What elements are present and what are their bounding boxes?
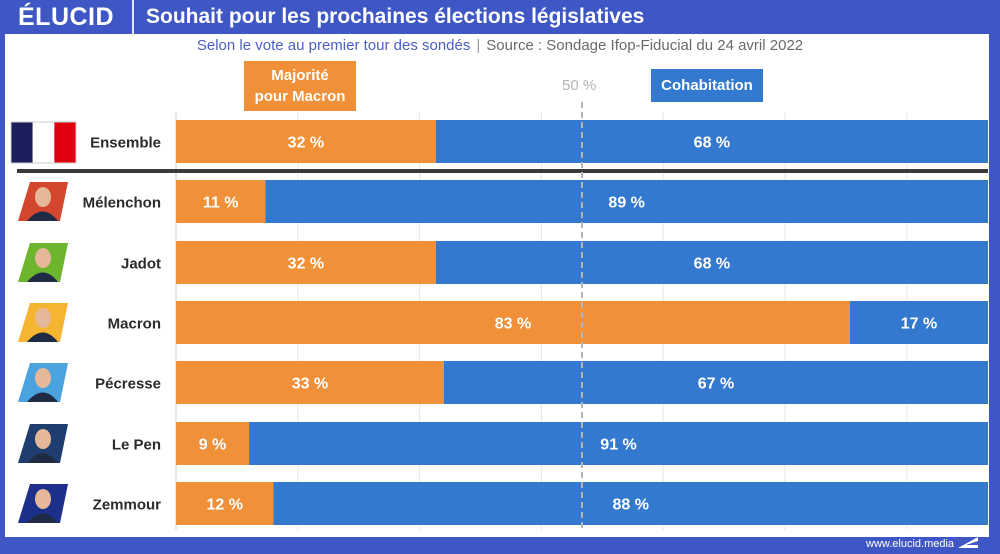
flag-white-stripe — [32, 122, 55, 163]
bar-value-label: 88 % — [612, 497, 648, 514]
portrait-face — [35, 308, 51, 328]
portrait-suit — [27, 332, 58, 342]
category-label: Pécresse — [95, 376, 161, 393]
bar-cohabitation — [265, 180, 988, 223]
bar-value-label: 32 % — [288, 135, 324, 152]
bar-value-label: 9 % — [199, 437, 227, 454]
bar-majorite — [176, 241, 436, 284]
bar-value-label: 17 % — [901, 316, 937, 333]
category-label: Jadot — [121, 256, 161, 273]
portrait-face — [35, 489, 51, 509]
flag-blue-stripe — [11, 122, 33, 163]
portrait-face — [35, 248, 51, 268]
bar-majorite — [176, 301, 850, 344]
bar-cohabitation — [435, 120, 989, 163]
legend-majorite-line1: Majorité — [271, 67, 329, 84]
portrait-suit — [27, 272, 58, 282]
page-title: Souhait pour les prochaines élections lé… — [146, 5, 645, 28]
portrait-suit — [27, 513, 58, 523]
subtitle-scope: Selon le vote au premier tour des sondés — [196, 37, 471, 54]
bar-value-label: 12 % — [206, 497, 242, 514]
bar-cohabitation — [273, 482, 988, 525]
legend-cohabitation: Cohabitation — [651, 69, 763, 102]
bar-majorite — [176, 120, 436, 163]
bar-majorite — [176, 422, 250, 465]
ensemble-divider — [17, 169, 988, 173]
midline-label: 50 % — [562, 77, 597, 94]
bar-cohabitation — [443, 361, 989, 404]
category-label: Zemmour — [93, 497, 162, 514]
portrait-face — [35, 187, 51, 207]
bar-cohabitation — [435, 241, 989, 284]
footer-url[interactable]: www.elucid.media — [866, 538, 955, 550]
flag-red-stripe — [54, 122, 76, 163]
category-label: Le Pen — [112, 437, 161, 454]
category-label: Macron — [108, 316, 161, 333]
bar-value-label: 68 % — [694, 256, 730, 273]
french-flag-icon — [10, 121, 77, 164]
legend-majorite-macron: Majorité pour Macron — [244, 61, 356, 111]
bar-majorite — [176, 361, 444, 404]
bar-value-label: 32 % — [288, 256, 324, 273]
bar-majorite — [176, 180, 266, 223]
bar-value-label: 68 % — [694, 135, 730, 152]
category-label: Mélenchon — [83, 195, 161, 212]
bar-value-label: 83 % — [495, 316, 531, 333]
bar-cohabitation — [249, 422, 988, 465]
portrait-suit — [27, 211, 58, 221]
subtitle: Selon le vote au premier tour des sondés… — [0, 37, 1000, 54]
portrait-face — [35, 429, 51, 449]
portrait-suit — [27, 392, 58, 402]
portrait-face — [35, 368, 51, 388]
bar-cohabitation — [849, 301, 988, 344]
bar-value-label: 33 % — [292, 376, 328, 393]
bar-value-label: 91 % — [600, 437, 636, 454]
legend-majorite-line2: pour Macron — [254, 88, 346, 105]
portrait-suit — [27, 453, 58, 463]
header: ÉLUCID Souhait pour les prochaines élect… — [0, 0, 1000, 34]
bar-value-label: 11 % — [203, 195, 239, 212]
elucid-mark-icon — [958, 537, 978, 548]
subtitle-separator: | — [476, 37, 481, 54]
bar-majorite — [176, 482, 274, 525]
bar-value-label: 67 % — [698, 376, 734, 393]
category-label: Ensemble — [90, 135, 161, 152]
elucid-logo: ÉLUCID — [18, 3, 115, 31]
bar-value-label: 89 % — [608, 195, 644, 212]
logo-separator — [132, 0, 134, 34]
subtitle-source: Source : Sondage Ifop-Fiducial du 24 avr… — [486, 37, 804, 54]
